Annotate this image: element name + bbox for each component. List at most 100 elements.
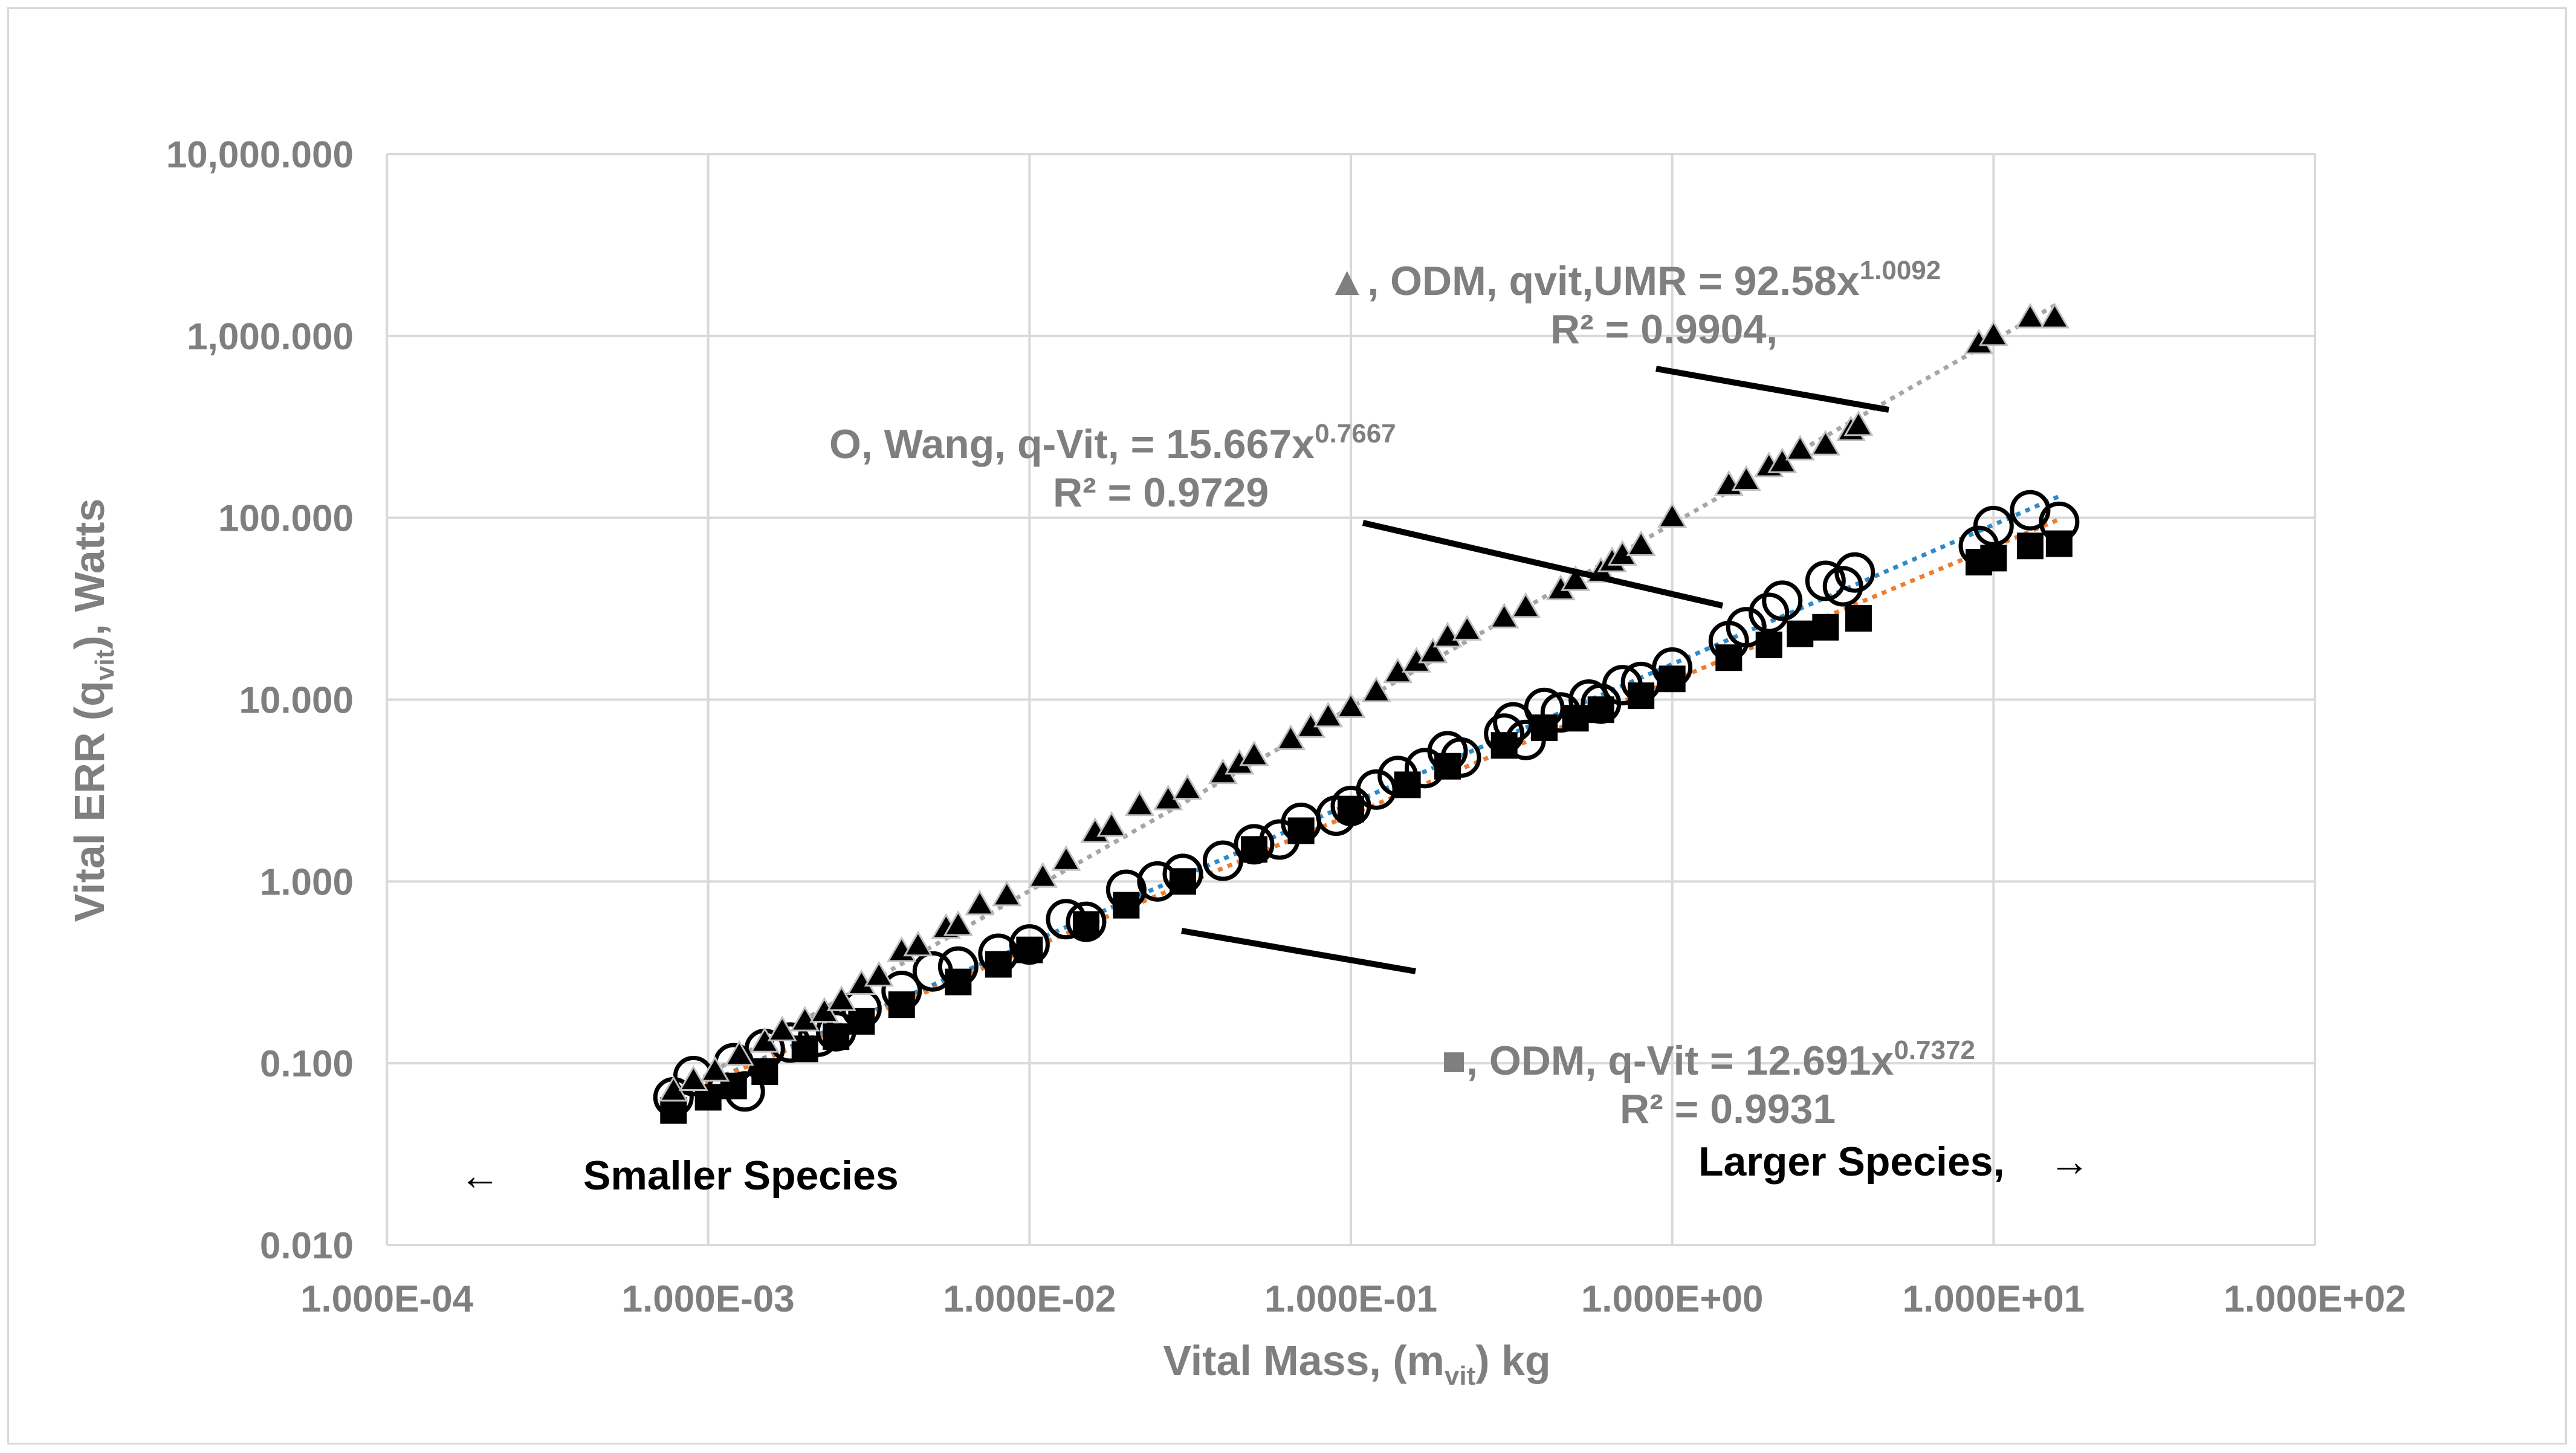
y-tick-label: 1,000.000 (187, 316, 354, 358)
point-wang-q-vit (1162, 853, 1203, 895)
tick-labels: 1.000E-04 1.000E-03 1.000E-02 1.000E-01 1.00… (166, 134, 2406, 1320)
point-odm-q-vit (660, 1097, 687, 1124)
point-wang-q-vit (1137, 861, 1178, 902)
point-odm-q-vit (2016, 532, 2044, 560)
x-tick-label: 1.000E-04 (300, 1278, 474, 1320)
annotation-wang-r2: R² = 0.9729 (1053, 470, 1269, 516)
point-wang-q-vit (1046, 899, 1087, 940)
smaller-species-label: Smaller Species (583, 1153, 899, 1199)
x-axis-title-end: ) kg (1475, 1337, 1550, 1384)
annotation-odm-qvit-exponent: 0.7372 (1894, 1035, 1975, 1065)
point-wang-q-vit (912, 951, 953, 992)
x-tick-label: 1.000E-03 (622, 1278, 795, 1320)
x-axis-title-main: Vital Mass, (m (1163, 1337, 1445, 1384)
point-odm-qvit-umr (1313, 701, 1344, 728)
y-tick-label: 1.000 (260, 861, 354, 903)
point-odm-qvit-umr (1657, 502, 1688, 528)
x-tick-label: 1.000E+02 (2224, 1278, 2406, 1320)
point-odm-qvit-umr (1489, 603, 1519, 629)
point-odm-qvit-umr (1124, 790, 1154, 817)
y-tick-label: 10.000 (239, 680, 354, 722)
y-axis-title: Vital ERR (qvit), Watts (66, 499, 120, 922)
point-wang-q-vit (1805, 560, 1846, 601)
point-wang-q-vit (1822, 566, 1863, 607)
point-odm-q-vit (1845, 604, 1872, 632)
point-odm-q-vit (1787, 620, 1814, 647)
point-odm-qvit-umr (1096, 811, 1127, 837)
point-odm-q-vit (1812, 613, 1839, 641)
point-odm-qvit-umr (826, 985, 856, 1011)
point-odm-qvit-umr (1336, 692, 1366, 718)
point-odm-qvit-umr (2015, 302, 2045, 329)
point-wang-q-vit (1484, 713, 1525, 754)
point-odm-qvit-umr (2039, 302, 2070, 329)
point-odm-qvit-umr (1027, 862, 1058, 888)
point-wang-q-vit (2039, 501, 2080, 542)
point-wang-q-vit (1762, 580, 1803, 621)
point-odm-q-vit (1659, 665, 1686, 693)
smaller-species-arrow: ← (459, 1153, 500, 1199)
annotation-wang-equation: O, Wang, q-Vit, = 15.667x (829, 421, 1315, 467)
point-wang-q-vit (1440, 737, 1481, 778)
point-odm-qvit-umr (992, 880, 1022, 907)
point-wang-q-vit (1377, 756, 1419, 797)
x-tick-label: 1.000E+01 (1902, 1278, 2085, 1320)
y-tick-label: 0.100 (260, 1043, 354, 1085)
point-odm-q-vit (1755, 631, 1782, 658)
annotation-odm-qvit-leader (1181, 928, 1416, 974)
x-tick-label: 1.000E-01 (1264, 1278, 1437, 1320)
annotation-odm-qvit-marker: ■ (1442, 1038, 1466, 1084)
data-points (653, 302, 2080, 1124)
point-odm-qvit-umr (1731, 465, 1761, 491)
larger-species-arrow: → (2049, 1139, 2090, 1185)
point-odm-q-vit (2045, 530, 2073, 557)
annotation-wang-exponent: 0.7667 (1315, 419, 1396, 448)
point-odm-qvit-umr (1978, 320, 2008, 346)
annotation-odm-umr-exponent: 1.0092 (1860, 256, 1941, 285)
point-odm-qvit-umr (678, 1065, 708, 1092)
point-odm-qvit-umr (965, 889, 995, 916)
chart-frame (7, 7, 2567, 1445)
point-wang-q-vit (1066, 901, 1107, 942)
point-odm-qvit-umr (864, 960, 894, 987)
point-odm-qvit-umr (903, 930, 933, 957)
point-odm-qvit-umr (1843, 410, 1874, 436)
y-tick-label: 100.000 (218, 498, 354, 540)
point-odm-qvit-umr (1452, 615, 1482, 641)
y-axis-title-end: ), Watts (66, 499, 113, 650)
annotation-odm-qvit-equation: , ODM, q-Vit = 12.691x (1466, 1038, 1894, 1084)
x-axis-title-sub: vit (1445, 1361, 1476, 1391)
point-wang-q-vit (978, 933, 1019, 974)
point-wang-q-vit (1602, 665, 1643, 706)
point-odm-qvit-umr (1767, 447, 1798, 473)
point-wang-q-vit (1234, 824, 1275, 865)
point-odm-qvit-umr (1172, 774, 1203, 800)
x-tick-label: 1.000E+00 (1581, 1278, 1764, 1320)
annotation-odm-umr-leader (1655, 366, 1889, 413)
point-wang-q-vit (1505, 719, 1546, 760)
point-odm-qvit-umr (1239, 740, 1269, 766)
point-wang-q-vit (1749, 592, 1790, 633)
annotation-odm-qvit-line1: ■, ODM, q-Vit = 12.691x0.7372 (1442, 1035, 1975, 1084)
annotation-wang-line1: O, Wang, q-Vit, = 15.667x0.7667 (829, 419, 1396, 467)
point-odm-qvit-umr (1051, 845, 1081, 871)
y-tick-label: 0.010 (260, 1225, 354, 1267)
point-odm-qvit-umr (1418, 637, 1448, 664)
point-odm-qvit-umr (943, 910, 973, 936)
point-odm-qvit-umr (724, 1040, 754, 1066)
annotation-odm-umr-r2: R² = 0.9904, (1550, 306, 1778, 352)
y-tick-label: 10,000.000 (166, 134, 354, 176)
annotation-odm-umr-marker: ▲ (1327, 258, 1367, 304)
point-wang-q-vit (1356, 769, 1397, 810)
point-odm-qvit-umr (1810, 430, 1840, 456)
point-wang-q-vit (1524, 687, 1565, 728)
point-odm-qvit-umr (1432, 621, 1463, 648)
point-wang-q-vit (1652, 647, 1693, 688)
annotation-wang-leader (1362, 520, 1724, 609)
point-wang-q-vit (2010, 490, 2051, 531)
point-odm-qvit-umr (1561, 565, 1591, 591)
point-wang-q-vit (1202, 840, 1243, 881)
point-wang-q-vit (937, 946, 979, 987)
annotation-odm-qvit-r2: R² = 0.9931 (1620, 1086, 1836, 1132)
